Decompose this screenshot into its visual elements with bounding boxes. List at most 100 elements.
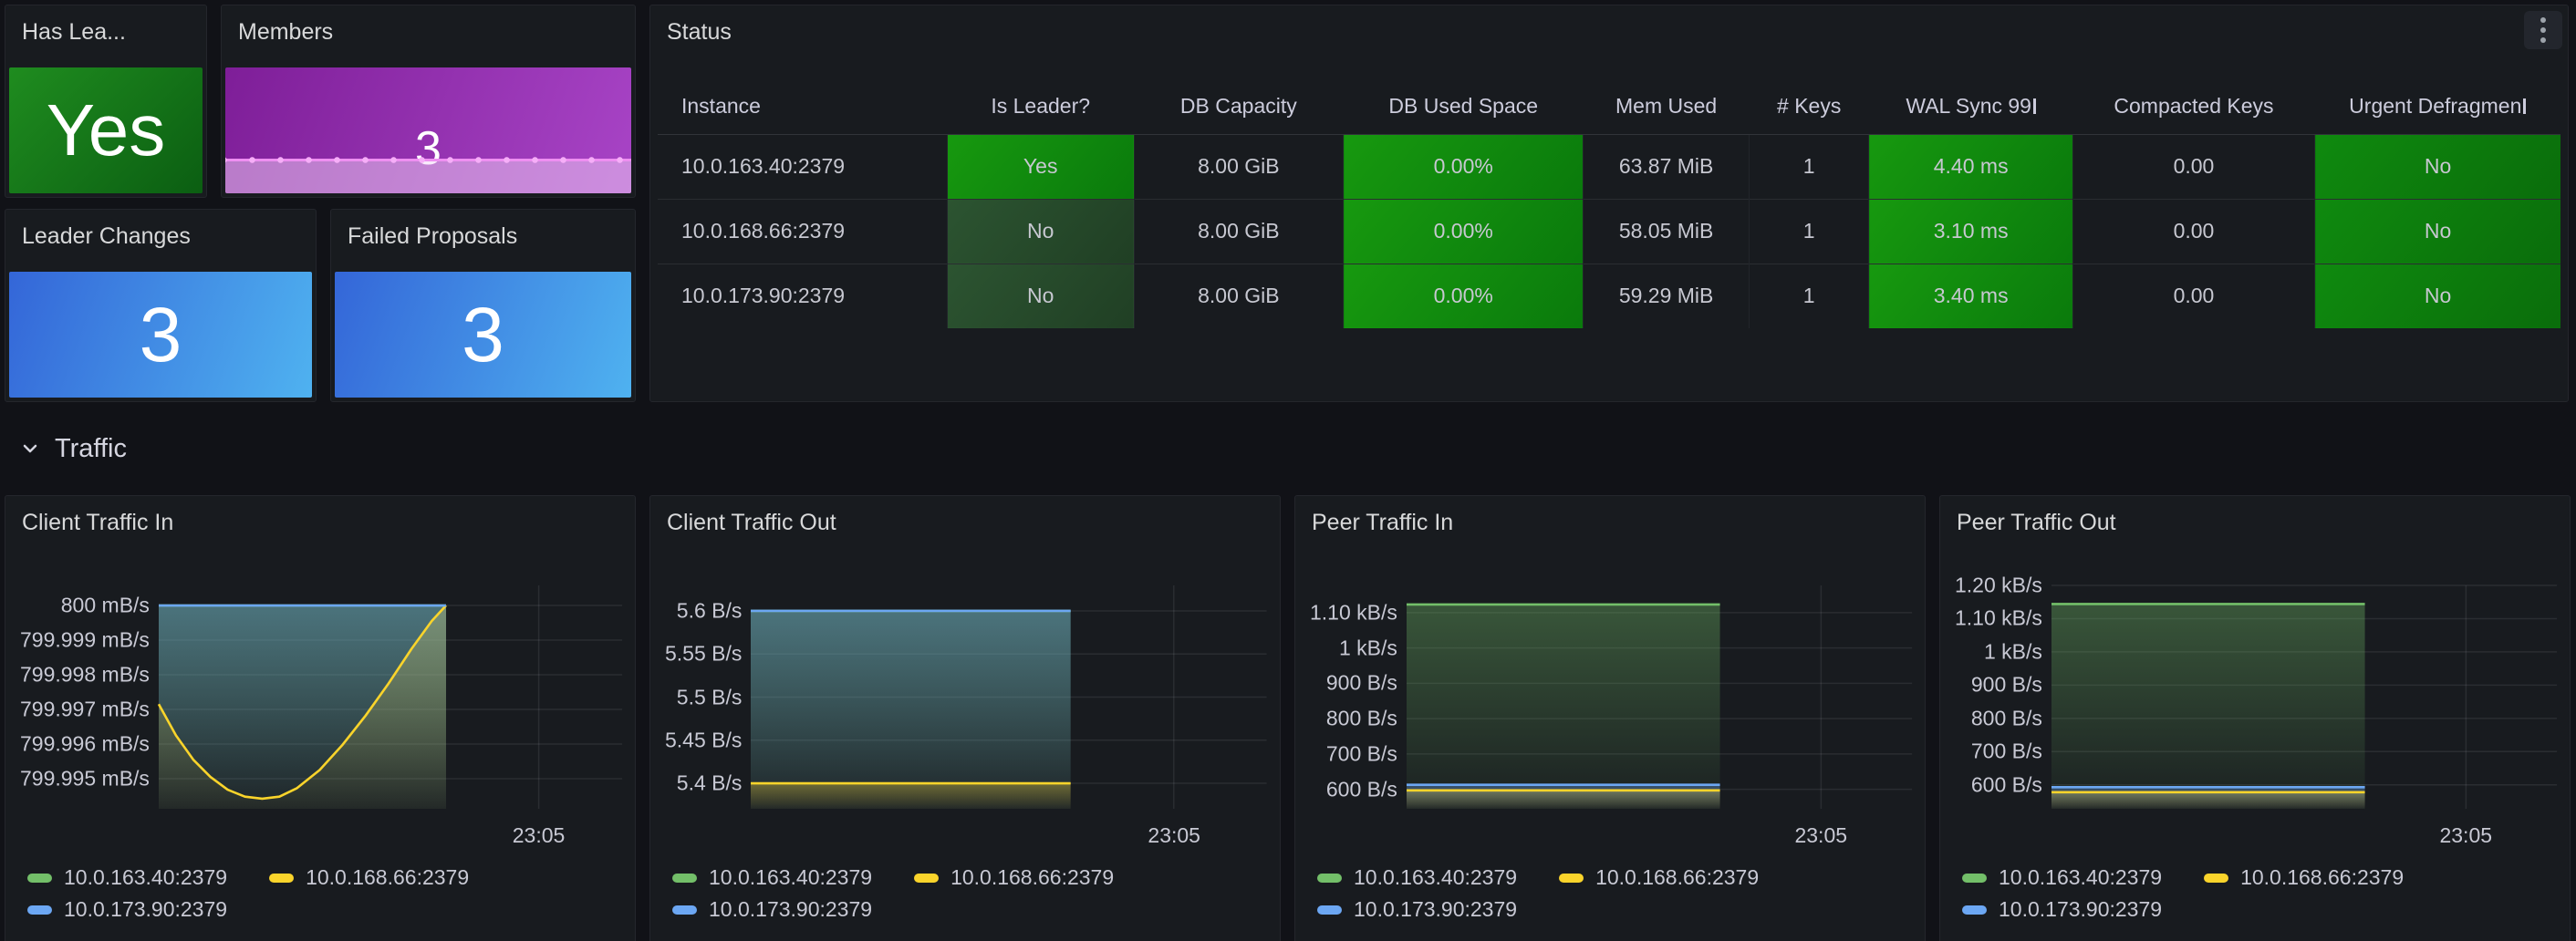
- legend-item[interactable]: 10.0.173.90:2379: [27, 897, 227, 922]
- legend: 10.0.163.40:2379 10.0.168.66:2379 10.0.173…: [1962, 865, 2553, 922]
- panel-title[interactable]: Client Traffic Out: [667, 510, 836, 535]
- y-tick-label: 799.995 mB/s: [20, 766, 150, 791]
- table-cell: 0.00%: [1343, 134, 1584, 199]
- legend-item[interactable]: 10.0.173.90:2379: [1962, 897, 2162, 922]
- legend-swatch-icon: [27, 873, 52, 883]
- table-cell: 1: [1748, 263, 1869, 328]
- table-cell: No: [946, 263, 1134, 328]
- column-header[interactable]: WAL Sync 99: [1868, 79, 2073, 135]
- column-header[interactable]: # Keys: [1749, 79, 1869, 135]
- table-cell: No: [2314, 134, 2560, 199]
- chevron-down-icon: [20, 439, 40, 459]
- status-panel: Status Instance Is Leader? DB Capacity DB U…: [649, 5, 2569, 402]
- column-header[interactable]: DB Used Space: [1343, 79, 1584, 135]
- leader-changes-panel: Leader Changes 3: [5, 209, 317, 402]
- legend-item[interactable]: 10.0.163.40:2379: [1317, 865, 1517, 890]
- members-stat: 3: [225, 67, 631, 193]
- plot-area: 23:05: [1406, 585, 1912, 847]
- legend-swatch-icon: [1559, 873, 1584, 883]
- column-header[interactable]: DB Capacity: [1134, 79, 1344, 135]
- y-tick-label: 1.20 kB/s: [1955, 573, 2042, 597]
- y-tick-label: 799.996 mB/s: [20, 731, 150, 756]
- legend-label: 10.0.163.40:2379: [709, 865, 873, 889]
- legend-item[interactable]: 10.0.173.90:2379: [672, 897, 872, 922]
- table-cell: 1: [1748, 134, 1869, 199]
- stat-value: 3: [462, 291, 504, 377]
- table-cell: 0.00: [2072, 198, 2315, 264]
- table-row: 10.0.168.66:2379 No 8.00 GiB 0.00% 58.05 MiB…: [658, 198, 2560, 264]
- legend-swatch-icon: [2204, 873, 2229, 883]
- y-tick-label: 5.6 B/s: [676, 598, 743, 623]
- section-title: Traffic: [55, 433, 127, 463]
- y-tick-label: 1.10 kB/s: [1310, 600, 1397, 625]
- panel-title[interactable]: Members: [238, 19, 334, 45]
- legend-item[interactable]: 10.0.163.40:2379: [1962, 865, 2162, 890]
- legend-label: 10.0.168.66:2379: [306, 865, 470, 889]
- client-traffic-out-panel: Client Traffic Out 5.55 B/s5.6 B/s5.55 B/…: [649, 495, 1281, 941]
- legend-swatch-icon: [1962, 873, 1987, 883]
- legend-item[interactable]: 10.0.163.40:2379: [672, 865, 872, 890]
- sparkline-area: [225, 156, 631, 193]
- legend-swatch-icon: [1962, 905, 1987, 915]
- y-tick-label: 600 B/s: [1970, 772, 2042, 797]
- panel-title[interactable]: Peer Traffic Out: [1957, 510, 2116, 535]
- y-tick-label: 799.997 mB/s: [20, 697, 150, 721]
- y-tick-label: 799.998 mB/s: [20, 662, 150, 687]
- y-tick-label: 5.4 B/s: [676, 770, 743, 795]
- legend-label: 10.0.168.66:2379: [2240, 865, 2405, 889]
- legend-item[interactable]: 10.0.168.66:2379: [914, 865, 1114, 890]
- traffic-section-toggle[interactable]: Traffic: [20, 429, 127, 469]
- table-cell: 58.05 MiB: [1583, 198, 1750, 264]
- panel-title[interactable]: Client Traffic In: [22, 510, 174, 535]
- table-cell: 3.10 ms: [1868, 198, 2073, 264]
- column-header[interactable]: Mem Used: [1583, 79, 1750, 135]
- legend-label: 10.0.173.90:2379: [1999, 897, 2163, 921]
- legend-label: 10.0.163.40:2379: [1999, 865, 2163, 889]
- y-tick-label: 700 B/s: [1325, 741, 1397, 766]
- table-cell: 1: [1748, 198, 1869, 264]
- legend-item[interactable]: 10.0.168.66:2379: [2204, 865, 2404, 890]
- panel-title[interactable]: Has Lea...: [22, 19, 126, 45]
- column-header[interactable]: Instance: [658, 79, 948, 135]
- table-cell: 8.00 GiB: [1133, 134, 1344, 199]
- legend-label: 10.0.163.40:2379: [1354, 865, 1518, 889]
- y-tick-label: 800 B/s: [1970, 706, 2042, 730]
- y-tick-label: 1 kB/s: [1983, 639, 2042, 664]
- table-cell: 10.0.173.90:2379: [658, 263, 948, 328]
- y-tick-label: 800 B/s: [1325, 706, 1397, 730]
- table-cell: 8.00 GiB: [1133, 198, 1344, 264]
- y-axis: 5.55 B/s5.6 B/s5.55 B/s5.5 B/s5.45 B/s5.…: [665, 585, 751, 809]
- x-tick-label: 23:05: [1148, 823, 1200, 847]
- column-header[interactable]: Compacted Keys: [2072, 79, 2315, 135]
- legend-item[interactable]: 10.0.173.90:2379: [1317, 897, 1517, 922]
- plot-area: 23:05: [751, 585, 1267, 847]
- column-header[interactable]: Urgent Defragmen: [2314, 79, 2560, 135]
- y-tick-label: 900 B/s: [1970, 672, 2042, 697]
- sparkline-points: [225, 156, 631, 164]
- column-header[interactable]: Is Leader?: [947, 79, 1134, 135]
- table-cell: Yes: [946, 134, 1134, 199]
- y-tick-label: 900 B/s: [1325, 670, 1397, 695]
- legend-label: 10.0.168.66:2379: [950, 865, 1115, 889]
- status-table-header-row: Instance Is Leader? DB Capacity DB Used Spa…: [658, 79, 2560, 135]
- panel-title[interactable]: Peer Traffic In: [1312, 510, 1454, 535]
- legend-label: 10.0.173.90:2379: [64, 897, 228, 921]
- legend-item[interactable]: 10.0.168.66:2379: [1559, 865, 1759, 890]
- x-tick-label: 23:05: [2439, 823, 2493, 847]
- kebab-menu-icon[interactable]: [2524, 11, 2562, 49]
- legend: 10.0.163.40:2379 10.0.168.66:2379 10.0.173…: [1317, 865, 1908, 922]
- legend-swatch-icon: [1317, 905, 1342, 915]
- legend-label: 10.0.168.66:2379: [1595, 865, 1760, 889]
- status-table: Instance Is Leader? DB Capacity DB Used Spa…: [658, 79, 2560, 328]
- failed-proposals-stat: 3: [335, 272, 631, 398]
- panel-title[interactable]: Failed Proposals: [348, 223, 518, 249]
- legend-swatch-icon: [27, 905, 52, 915]
- legend-item[interactable]: 10.0.168.66:2379: [269, 865, 469, 890]
- legend-item[interactable]: 10.0.163.40:2379: [27, 865, 227, 890]
- panel-title[interactable]: Leader Changes: [22, 223, 191, 249]
- panel-title[interactable]: Status: [667, 19, 732, 45]
